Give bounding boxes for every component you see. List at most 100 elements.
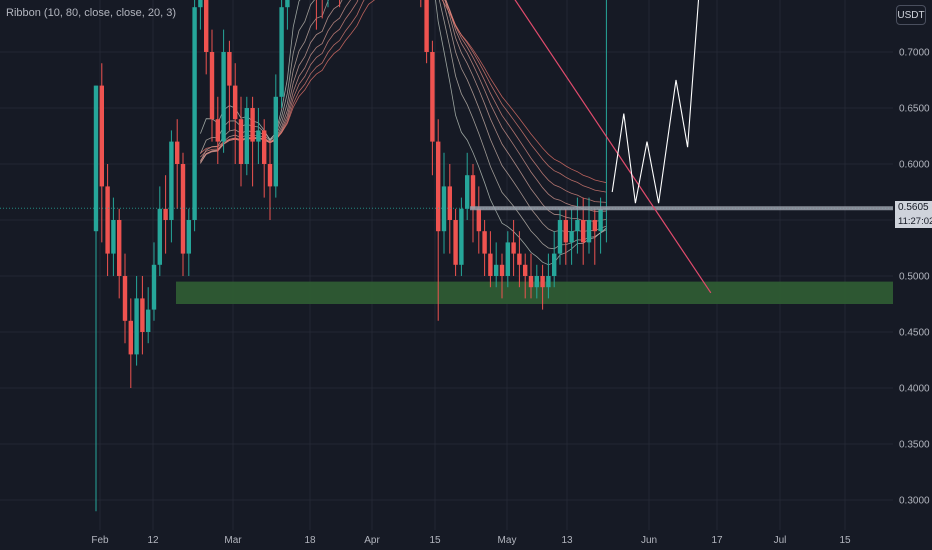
candle xyxy=(315,0,317,30)
candle-body xyxy=(186,220,191,254)
ribbon-line xyxy=(200,0,607,212)
candle xyxy=(465,152,470,220)
candle-body xyxy=(430,52,435,142)
x-tick-label: 13 xyxy=(561,535,573,546)
candle-body xyxy=(447,186,452,220)
candle-body xyxy=(598,208,603,232)
candle xyxy=(250,96,255,187)
candle-body xyxy=(285,0,290,8)
candle-body xyxy=(140,298,145,332)
candle xyxy=(488,231,493,288)
candle-body xyxy=(453,220,458,265)
candle xyxy=(586,197,592,254)
candle xyxy=(93,85,99,512)
candle-body xyxy=(517,253,522,265)
candle-body xyxy=(233,85,238,120)
resistance-level xyxy=(470,206,893,211)
candle-body xyxy=(273,96,278,187)
indicator-legend-ribbon[interactable]: Ribbon (10, 80, close, close, 20, 3) xyxy=(6,7,176,19)
candle xyxy=(273,74,278,198)
candle-body xyxy=(424,0,429,52)
candle-body xyxy=(93,85,99,232)
x-tick-label: Apr xyxy=(364,535,380,546)
candle xyxy=(494,242,499,288)
candle-body xyxy=(238,119,244,164)
candle xyxy=(499,253,505,299)
y-tick-label: 0.6000 xyxy=(899,160,930,171)
candle-body xyxy=(586,220,592,243)
candle-body xyxy=(581,220,586,243)
candle xyxy=(99,63,104,243)
candle xyxy=(209,29,215,142)
candle xyxy=(534,264,539,299)
candle xyxy=(262,119,267,198)
y-tick-label: 0.7500 xyxy=(899,0,930,3)
candle-body xyxy=(465,175,470,209)
candle xyxy=(105,164,110,276)
candle xyxy=(482,220,487,276)
candle xyxy=(256,108,261,164)
ribbon-line xyxy=(200,0,607,250)
ribbon-line xyxy=(200,0,607,233)
candle-body xyxy=(99,85,104,187)
x-axis: Feb 12 Mar 18 Apr 15 May 13 Jun 17 Jul 15 xyxy=(91,535,851,546)
candle-body xyxy=(592,220,597,232)
descending-trendline xyxy=(514,0,712,294)
candle xyxy=(563,208,568,265)
currency-button[interactable]: USDT xyxy=(896,5,926,25)
candle xyxy=(420,0,422,8)
candle-body xyxy=(470,175,476,209)
projection-path xyxy=(611,0,700,204)
candle-body xyxy=(117,220,122,276)
candle xyxy=(146,287,151,344)
candle xyxy=(511,220,516,276)
y-tick-label: 0.4000 xyxy=(899,384,930,395)
candle xyxy=(540,264,545,310)
candle xyxy=(327,0,329,8)
candle-body xyxy=(163,208,168,220)
candle xyxy=(111,197,116,276)
x-tick-label: 15 xyxy=(839,535,851,546)
candle xyxy=(238,96,244,187)
candle-body xyxy=(111,220,116,254)
candle xyxy=(140,276,145,355)
candle xyxy=(122,253,128,344)
candle xyxy=(175,119,180,209)
y-tick-label: 0.6500 xyxy=(899,104,930,115)
candle xyxy=(441,152,447,254)
ribbon-line xyxy=(200,0,607,222)
candle-body xyxy=(505,242,510,276)
candle xyxy=(424,0,429,64)
candle xyxy=(285,0,290,30)
candle xyxy=(546,253,551,299)
candle-body xyxy=(563,220,568,243)
candles xyxy=(93,0,609,512)
support-zone xyxy=(176,281,893,304)
candle xyxy=(157,186,162,276)
candle-body xyxy=(244,108,249,164)
candle-body xyxy=(476,208,481,232)
candle xyxy=(198,0,203,30)
candle-body xyxy=(523,264,528,276)
candle xyxy=(552,231,557,288)
candle-body xyxy=(494,264,499,276)
candle-body xyxy=(569,231,574,243)
y-tick-label: 0.7000 xyxy=(899,48,930,59)
candle-body xyxy=(204,0,209,53)
ribbon-line xyxy=(200,0,607,184)
candle xyxy=(227,40,232,131)
candle-body xyxy=(540,276,545,288)
candle xyxy=(279,0,284,108)
grid xyxy=(0,0,893,530)
candle-body xyxy=(557,220,563,254)
candle-body xyxy=(279,7,284,97)
candle-body xyxy=(198,0,203,8)
candle xyxy=(505,231,510,288)
candle xyxy=(321,0,323,19)
candle xyxy=(447,164,452,254)
candle xyxy=(470,164,476,243)
candle-body xyxy=(488,253,493,276)
candle xyxy=(186,208,191,276)
bar-countdown-label: 11:27:02 xyxy=(895,215,932,229)
